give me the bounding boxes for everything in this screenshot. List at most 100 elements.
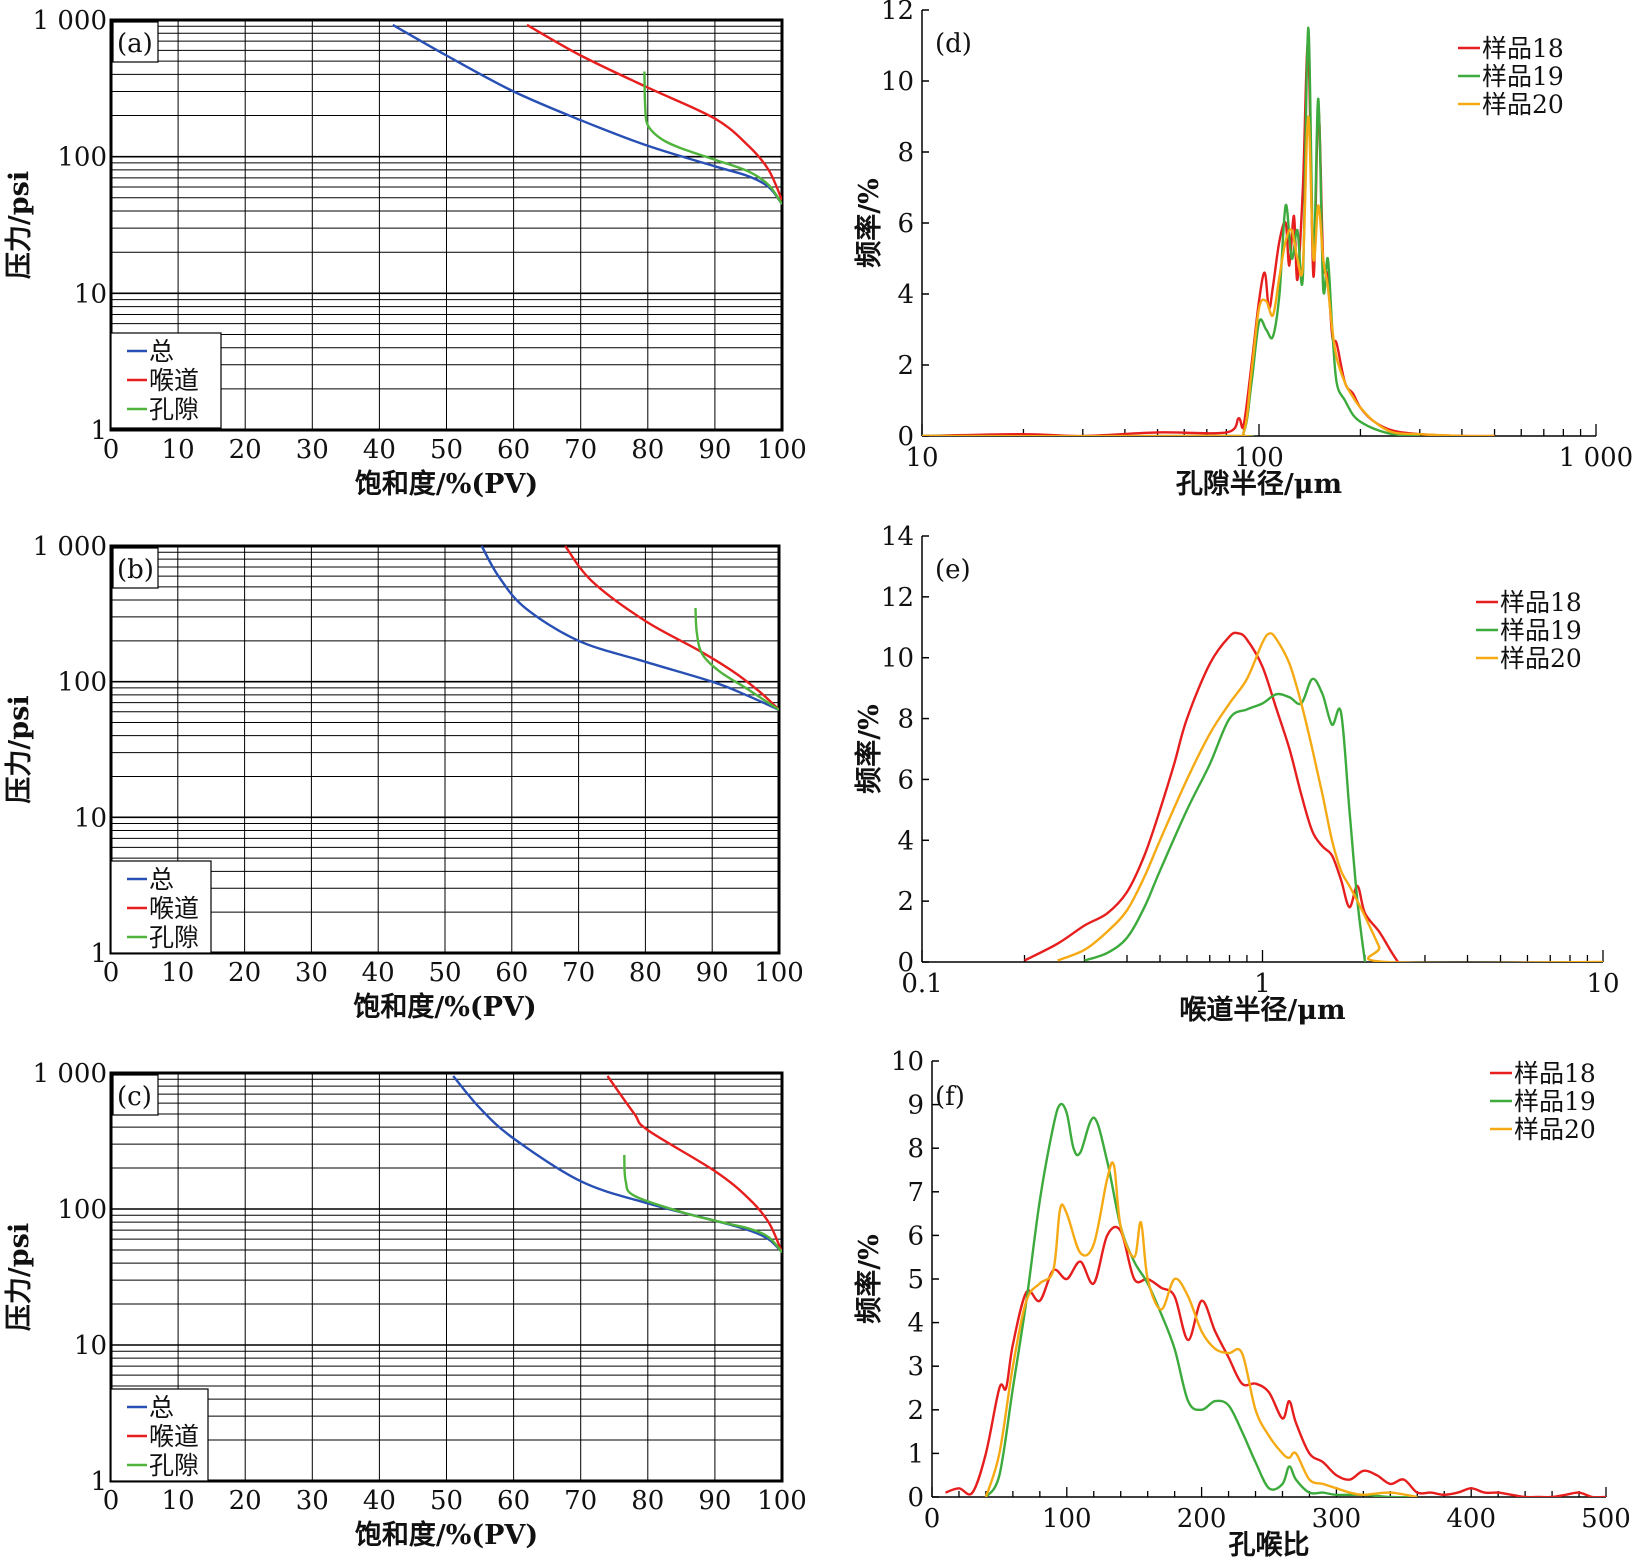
x-tick-label: 60 [497,1486,530,1516]
y-tick-label: 10 [881,67,914,97]
x-axis-title: 喉道半径/μm [1179,994,1345,1026]
y-tick-label: 5 [907,1265,924,1295]
y-tick-label: 2 [897,887,914,917]
y-tick-label: 2 [897,351,914,381]
legend-label: 样品19 [1482,62,1564,91]
y-tick-label: 10 [74,803,107,833]
x-axis-title: 饱和度/%(PV) [353,991,536,1023]
x-tick-label: 0 [103,435,120,465]
x-tick-label: 0 [103,1486,120,1516]
x-tick-label: 0.1 [901,969,942,999]
legend-label: 喉道 [149,1422,199,1451]
legend-label: 喉道 [149,366,199,395]
y-axis-title: 压力/psi [4,171,35,279]
legend-label: 样品20 [1514,1115,1596,1144]
panel-label: (c) [117,1082,152,1112]
x-tick-label: 1 000 [1559,443,1633,473]
y-tick-label: 14 [881,522,914,552]
x-tick-label: 400 [1446,1504,1496,1534]
x-tick-label: 100 [754,958,804,988]
x-tick-label: 100 [757,435,807,465]
x-tick-label: 10 [161,958,194,988]
legend-label: 样品19 [1500,616,1582,645]
legend-label: 样品18 [1500,588,1582,617]
series-line-3 [643,71,782,205]
legend-label: 样品20 [1482,90,1564,119]
panel-label: (b) [117,555,154,585]
panel-label: (a) [117,29,153,59]
x-tick-label: 10 [162,435,195,465]
x-tick-label: 50 [430,1486,463,1516]
panel-label-box [112,1074,159,1116]
y-tick-label: 1 000 [33,1059,107,1089]
y-tick-label: 0 [897,948,914,978]
y-tick-label: 0 [897,422,914,452]
y-tick-label: 4 [897,280,914,310]
series-line-3 [922,115,1495,436]
x-tick-label: 20 [228,958,261,988]
y-tick-label: 2 [907,1396,924,1426]
legend-label: 喉道 [149,894,199,923]
x-axis-title: 饱和度/%(PV) [355,468,538,500]
x-tick-label: 70 [564,1486,597,1516]
legend-label: 孔隙 [149,1451,199,1480]
legend-label: 总 [149,1393,174,1422]
x-tick-label: 10 [162,1486,195,1516]
series-line-1 [945,1225,1606,1497]
legend-label: 总 [149,865,174,894]
legend-label: 总 [149,337,174,366]
y-tick-label: 100 [57,668,107,698]
series-line-2 [984,1102,1418,1497]
x-tick-label: 300 [1312,1504,1362,1534]
y-tick-label: 10 [74,1331,107,1361]
y-tick-label: 8 [897,138,914,168]
x-tick-label: 70 [564,435,597,465]
series-line-3 [1057,632,1603,962]
series-line-2 [922,26,1420,436]
x-tick-label: 10 [1586,969,1619,999]
y-tick-label: 8 [897,705,914,735]
y-axis-title: 压力/psi [4,695,35,803]
x-tick-label: 10 [905,443,938,473]
y-tick-label: 7 [907,1178,924,1208]
x-axis-title: 饱和度/%(PV) [355,1519,538,1551]
x-tick-label: 70 [562,958,595,988]
panel-label-box [112,21,159,63]
series-line-2 [1084,677,1367,962]
x-tick-label: 40 [362,958,395,988]
legend-label: 孔隙 [149,923,199,952]
x-tick-label: 60 [495,958,528,988]
y-tick-label: 4 [907,1309,924,1339]
series-line-1 [480,545,779,711]
x-tick-label: 90 [698,1486,731,1516]
x-tick-label: 20 [229,435,262,465]
legend-label: 孔隙 [149,395,199,424]
y-tick-label: 1 [90,1467,107,1497]
x-tick-label: 30 [296,1486,329,1516]
x-tick-label: 0 [103,958,120,988]
y-tick-label: 1 000 [33,532,107,562]
y-tick-label: 1 000 [33,6,107,36]
y-tick-label: 0 [907,1483,924,1513]
chart-panel-e: 0 2 4 6 8 10 12 14 0.1 1 10 (e) 喉道半径/μm 频率/% 样品18样品19样… [853,522,1620,1026]
y-tick-label: 1 [907,1439,924,1469]
y-tick-label: 9 [907,1091,924,1121]
x-tick-label: 1 [1254,969,1271,999]
y-tick-label: 10 [881,644,914,674]
y-axis-title: 频率/% [853,1234,885,1324]
x-tick-label: 80 [629,958,662,988]
x-tick-label: 30 [295,958,328,988]
panel-label: (f) [935,1082,965,1112]
y-axis-title: 频率/% [853,704,885,794]
x-tick-label: 80 [631,1486,664,1516]
series-line-3 [694,607,779,711]
y-axis-title: 频率/% [853,178,885,268]
x-tick-label: 90 [698,435,731,465]
y-axis-title: 压力/psi [4,1223,35,1331]
